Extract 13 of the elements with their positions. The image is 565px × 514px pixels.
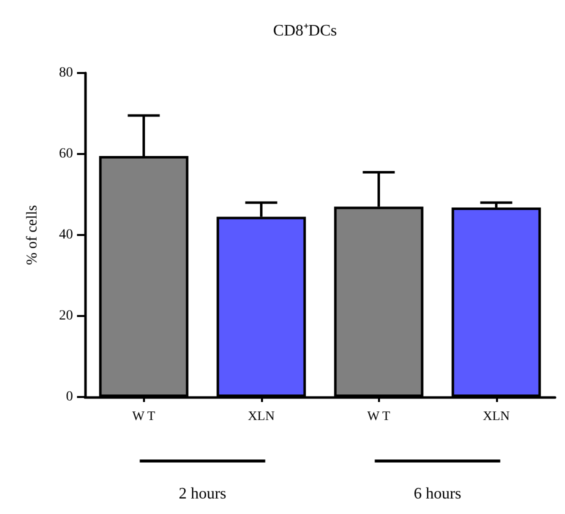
y-tick-label: 20 bbox=[59, 308, 73, 324]
text: 2 hours bbox=[178, 486, 226, 502]
y-tick-label: 0 bbox=[66, 390, 73, 404]
x-tick-label: W T bbox=[367, 408, 390, 423]
x-tick-label: XLN bbox=[248, 408, 276, 423]
y-tick-label: 40 bbox=[59, 228, 73, 242]
chart-title: CD8⁺DCs bbox=[273, 22, 337, 40]
x-tick-label: W T bbox=[132, 408, 156, 423]
x-tick-label: XLN bbox=[482, 408, 510, 423]
text: 6 hours bbox=[414, 486, 462, 502]
y-tick-label: 80 bbox=[59, 66, 73, 80]
y-tick-label: 60 bbox=[59, 146, 73, 162]
y-axis-title: % of cells bbox=[24, 204, 40, 265]
